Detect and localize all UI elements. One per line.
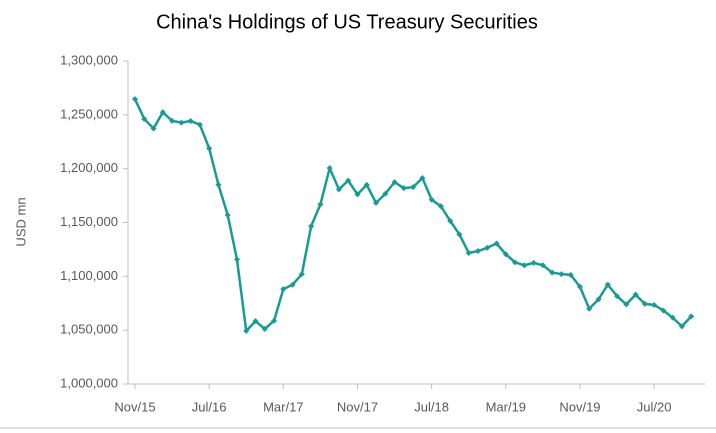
point-marker	[271, 317, 278, 324]
point-marker	[632, 291, 639, 298]
y-tick-label: 1,150,000	[60, 214, 118, 229]
y-tick-label: 1,300,000	[60, 52, 118, 67]
point-marker	[660, 307, 667, 314]
point-marker	[400, 185, 407, 192]
point-marker	[502, 251, 509, 258]
point-marker	[484, 244, 491, 251]
point-marker	[345, 177, 352, 184]
point-marker	[243, 327, 250, 334]
point-marker	[437, 203, 444, 210]
point-marker	[308, 223, 315, 230]
x-tick-label: Jul/20	[637, 399, 672, 414]
point-marker	[447, 217, 454, 224]
point-marker	[206, 145, 213, 152]
x-tick-label: Mar/17	[263, 399, 303, 414]
point-marker	[326, 165, 333, 172]
series-line	[133, 98, 693, 333]
point-marker	[530, 259, 537, 266]
point-marker	[159, 109, 166, 116]
point-marker	[280, 286, 287, 293]
x-tick-label: Mar/19	[486, 399, 526, 414]
point-marker	[521, 262, 528, 269]
point-marker	[669, 314, 676, 321]
chart-title: China's Holdings of US Treasury Securiti…	[156, 11, 538, 33]
point-marker	[382, 190, 389, 197]
point-marker	[289, 281, 296, 288]
point-marker	[196, 121, 203, 128]
point-marker	[688, 313, 695, 320]
x-tick-label: Nov/15	[114, 399, 155, 414]
point-marker	[474, 248, 481, 255]
point-marker	[224, 211, 231, 218]
x-tick-label: Jul/16	[192, 399, 227, 414]
point-marker	[558, 271, 565, 278]
point-marker	[298, 271, 305, 278]
point-marker	[391, 179, 398, 186]
point-marker	[335, 186, 342, 193]
point-marker	[595, 296, 602, 303]
point-marker	[567, 271, 574, 278]
point-marker	[549, 269, 556, 276]
point-marker	[493, 240, 500, 247]
point-marker	[169, 117, 176, 124]
point-marker	[373, 199, 380, 206]
point-marker	[233, 256, 240, 263]
point-marker	[623, 301, 630, 308]
point-marker	[576, 283, 583, 290]
point-marker	[678, 323, 685, 330]
point-marker	[456, 231, 463, 238]
y-tick-label: 1,050,000	[60, 322, 118, 337]
point-marker	[178, 119, 185, 126]
point-marker	[410, 184, 417, 191]
point-marker	[539, 262, 546, 269]
point-marker	[363, 181, 370, 188]
point-marker	[651, 301, 658, 308]
y-tick-label: 1,100,000	[60, 268, 118, 283]
point-marker	[354, 191, 361, 198]
y-tick-label: 1,250,000	[60, 106, 118, 121]
point-marker	[641, 300, 648, 307]
point-marker	[586, 305, 593, 312]
point-marker	[419, 175, 426, 182]
x-tick-label: Jul/18	[414, 399, 449, 414]
point-marker	[215, 181, 222, 188]
point-marker	[465, 249, 472, 256]
point-marker	[512, 259, 519, 266]
x-tick-label: Nov/19	[559, 399, 600, 414]
y-tick-label: 1,200,000	[60, 160, 118, 175]
y-axis-label: USD mn	[13, 197, 28, 246]
y-tick-label: 1,000,000	[60, 375, 118, 390]
point-marker	[252, 318, 259, 325]
point-marker	[141, 116, 148, 123]
point-marker	[428, 196, 435, 203]
point-marker	[187, 117, 194, 124]
point-marker	[604, 281, 611, 288]
point-marker	[614, 293, 621, 300]
point-marker	[150, 125, 157, 132]
x-tick-label: Nov/17	[337, 399, 378, 414]
point-marker	[317, 201, 324, 208]
point-marker	[132, 96, 138, 103]
point-marker	[261, 325, 268, 332]
